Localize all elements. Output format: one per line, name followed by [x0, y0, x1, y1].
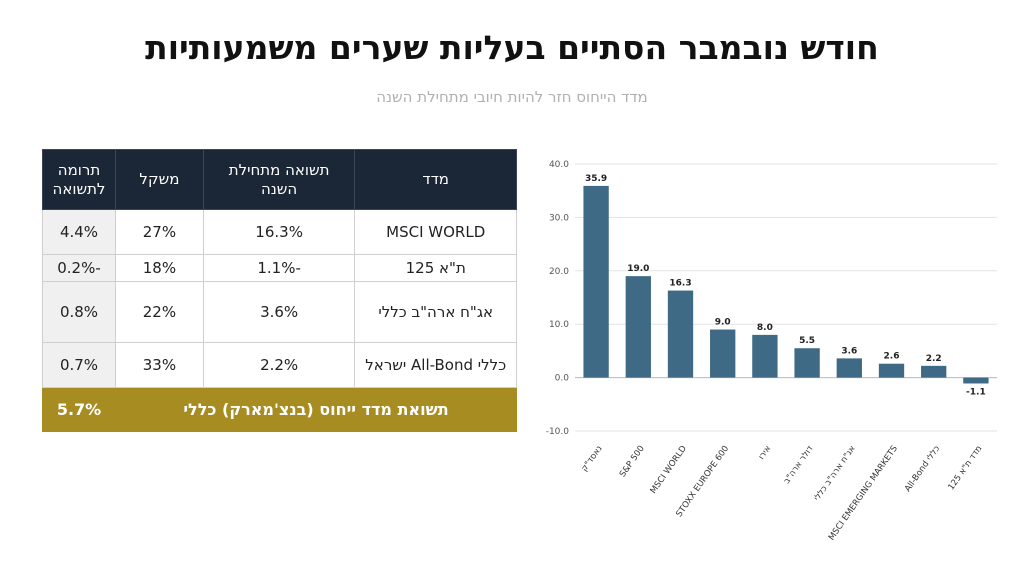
bar: [836, 358, 862, 378]
y-tick-label: -10.0: [546, 427, 570, 437]
cell-ytd-return: 2.2%: [202, 342, 356, 388]
category-label: נאסד"ק: [580, 444, 605, 474]
category-label: אג"ח ארה"ב כללי: [812, 444, 857, 503]
y-tick-label: 10.0: [549, 320, 569, 330]
bar-value-label: 5.5: [799, 336, 815, 346]
category-label: S&P 500: [618, 444, 647, 479]
bar: [963, 377, 989, 384]
category-label: דולר ארה"ב: [782, 444, 816, 486]
bar-value-label: 2.2: [926, 354, 942, 364]
cell-weight: 22%: [115, 281, 204, 343]
ytd-returns-bar-chart: 40.0 30.0 20.0 10.0 0.0 -10.0 35.9 נאסד"ק 19.0 S&…: [546, 160, 997, 542]
bar-value-label: 9.0: [715, 318, 731, 328]
category-label: אירו: [757, 444, 774, 462]
table-header-row: מדד תשואה מתחילת השנה משקל תרומה לתשואה: [42, 149, 517, 210]
table-row: אג"ח ארה"ב כללי 3.6% 22% 0.8%: [42, 281, 517, 343]
bar: [625, 276, 651, 378]
benchmark-total-value: 5.7%: [42, 387, 116, 432]
y-tick-label: 30.0: [549, 213, 569, 223]
bar: [667, 290, 694, 378]
benchmark-total-label: תשואת מדד ייחוס (בנצ'מארק) כללי: [115, 387, 517, 432]
bar: [710, 329, 736, 378]
category-label: All-Bond כללי: [903, 444, 942, 494]
header-contribution: תרומה לתשואה: [42, 149, 116, 210]
cell-weight: 33%: [115, 342, 204, 388]
bar: [752, 334, 778, 378]
bar-value-label: 8.0: [757, 323, 773, 333]
category-label: מדד ת"א 125: [946, 444, 984, 492]
index-performance-table: מדד תשואה מתחילת השנה משקל תרומה לתשואה …: [42, 149, 517, 432]
table-row: MSCI WORLD 16.3% 27% 4.4%: [42, 209, 517, 255]
cell-contribution: 0.7%: [42, 342, 116, 388]
header-ytd-return: תשואה מתחילת השנה: [202, 149, 356, 210]
bar-value-label: 2.6: [884, 352, 900, 362]
bar-value-label: 16.3: [669, 279, 691, 289]
cell-ytd-return: 3.6%: [202, 281, 356, 343]
y-tick-label: 0.0: [555, 374, 570, 384]
category-label: MSCI EMERGING MARKETS: [827, 444, 900, 542]
bar: [583, 185, 609, 378]
y-tick-label: 20.0: [549, 267, 569, 277]
bar-value-label: 35.9: [585, 174, 607, 184]
bar: [794, 348, 820, 378]
page-title: חודש נובמבר הסתיים בעליות שערים משמעותיו…: [145, 28, 879, 67]
benchmark-total-row: תשואת מדד ייחוס (בנצ'מארק) כללי 5.7%: [42, 387, 517, 432]
cell-weight: 18%: [115, 254, 204, 282]
bar-value-label: -1.1: [966, 387, 986, 397]
category-label: MSCI WORLD: [649, 444, 690, 496]
page-subtitle: מדד הייחוס חזר להיות חיובי מתחילת השנה: [376, 88, 648, 106]
cell-weight: 27%: [115, 209, 204, 255]
cell-ytd-return: 16.3%: [202, 209, 356, 255]
table-row: כללי All-Bond ישראל 2.2% 33% 0.7%: [42, 342, 517, 388]
bar: [921, 365, 947, 378]
y-tick-label: 40.0: [549, 160, 569, 170]
bar-value-label: 19.0: [627, 264, 649, 274]
bar: [878, 363, 905, 378]
cell-contribution: 0.8%: [42, 281, 116, 343]
cell-index: כללי All-Bond ישראל: [354, 342, 517, 388]
table-row: ת"א 125 -1.1% 18% -0.2%: [42, 254, 517, 282]
cell-index: MSCI WORLD: [354, 209, 517, 255]
bar-value-label: 3.6: [841, 346, 857, 356]
cell-index: אג"ח ארה"ב כללי: [354, 281, 517, 343]
cell-contribution: -0.2%: [42, 254, 116, 282]
header-index: מדד: [354, 149, 517, 210]
header-weight: משקל: [115, 149, 204, 210]
cell-index: ת"א 125: [354, 254, 517, 282]
cell-contribution: 4.4%: [42, 209, 116, 255]
cell-ytd-return: -1.1%: [202, 254, 356, 282]
